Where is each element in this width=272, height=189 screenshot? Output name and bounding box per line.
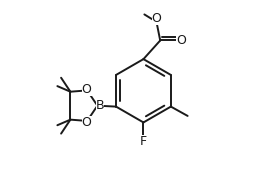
Text: B: B bbox=[95, 99, 104, 112]
Text: F: F bbox=[140, 135, 147, 148]
Text: O: O bbox=[82, 83, 92, 96]
Text: O: O bbox=[152, 12, 161, 25]
Text: O: O bbox=[176, 34, 186, 47]
Text: O: O bbox=[82, 116, 92, 129]
